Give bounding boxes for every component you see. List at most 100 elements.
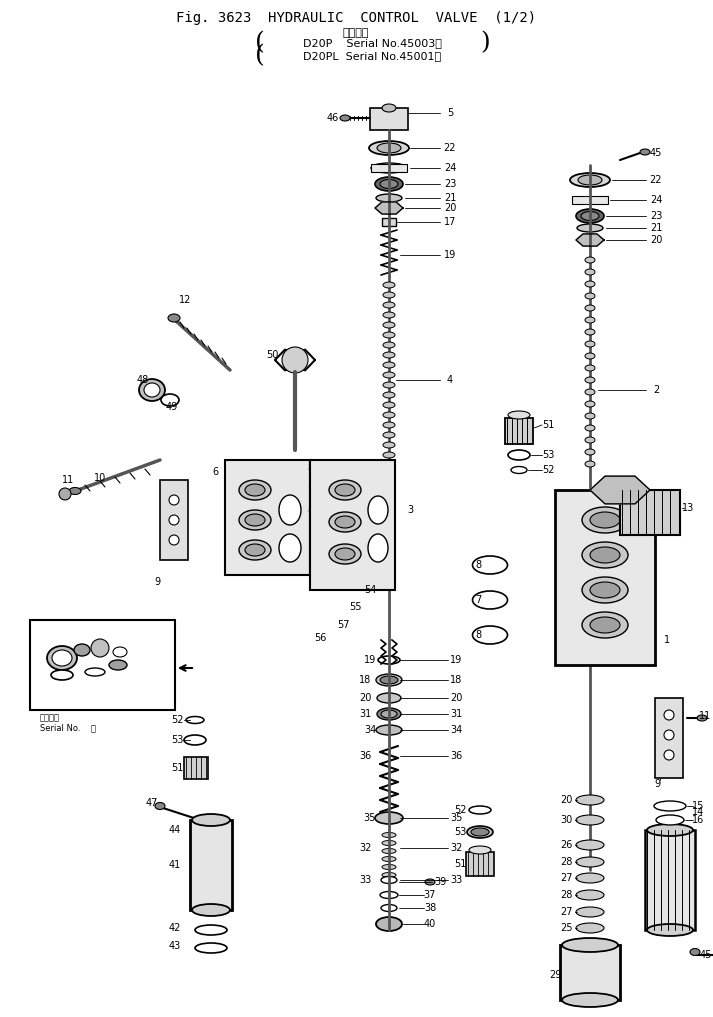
Ellipse shape: [471, 828, 489, 836]
Ellipse shape: [239, 540, 271, 560]
Text: 46: 46: [327, 113, 339, 123]
Ellipse shape: [382, 864, 396, 870]
Ellipse shape: [51, 670, 73, 680]
Text: 10: 10: [94, 473, 106, 483]
Ellipse shape: [245, 514, 265, 526]
Ellipse shape: [381, 877, 397, 884]
Circle shape: [664, 710, 674, 720]
Ellipse shape: [383, 362, 395, 368]
Text: 8: 8: [475, 560, 481, 570]
Ellipse shape: [377, 143, 401, 153]
Text: 55: 55: [349, 602, 361, 612]
Ellipse shape: [654, 801, 686, 811]
Text: 50: 50: [266, 350, 278, 360]
Text: 11: 11: [699, 711, 711, 721]
Ellipse shape: [383, 322, 395, 328]
Bar: [620, 490, 680, 535]
Ellipse shape: [380, 676, 398, 684]
Text: 13: 13: [682, 503, 694, 513]
Text: 31: 31: [450, 709, 462, 719]
Ellipse shape: [585, 413, 595, 419]
Ellipse shape: [581, 212, 599, 221]
Text: 26: 26: [560, 840, 573, 850]
Ellipse shape: [155, 802, 165, 810]
Ellipse shape: [376, 917, 402, 931]
Ellipse shape: [585, 388, 595, 395]
Text: 22: 22: [443, 143, 456, 153]
Bar: [190, 820, 232, 910]
Text: 3: 3: [407, 505, 413, 515]
Ellipse shape: [383, 452, 395, 458]
Bar: [572, 196, 608, 204]
Circle shape: [169, 515, 179, 525]
Ellipse shape: [576, 815, 604, 825]
Ellipse shape: [380, 892, 398, 898]
Text: 44: 44: [169, 825, 181, 835]
Bar: [655, 698, 683, 778]
Text: 20: 20: [450, 693, 462, 703]
Text: 12: 12: [179, 295, 191, 305]
Ellipse shape: [383, 312, 395, 318]
Bar: [225, 460, 310, 575]
Ellipse shape: [195, 943, 227, 953]
Text: ): ): [481, 32, 490, 55]
Ellipse shape: [425, 879, 435, 885]
Ellipse shape: [368, 496, 388, 524]
Ellipse shape: [369, 141, 409, 155]
Ellipse shape: [647, 824, 693, 836]
Text: 33: 33: [359, 875, 371, 885]
Ellipse shape: [383, 352, 395, 358]
Ellipse shape: [382, 840, 396, 845]
Bar: [160, 480, 188, 560]
Ellipse shape: [585, 305, 595, 311]
Text: 57: 57: [70, 680, 81, 690]
Ellipse shape: [383, 462, 395, 468]
Ellipse shape: [329, 512, 361, 532]
Ellipse shape: [109, 660, 127, 670]
Ellipse shape: [590, 582, 620, 598]
Text: 27: 27: [560, 873, 573, 883]
Text: D20PL  Serial No.45001～: D20PL Serial No.45001～: [303, 51, 441, 61]
Ellipse shape: [186, 717, 204, 723]
Polygon shape: [590, 476, 650, 503]
Text: 42: 42: [169, 923, 181, 933]
Ellipse shape: [376, 674, 402, 686]
Circle shape: [664, 730, 674, 740]
Text: 43: 43: [169, 941, 181, 951]
Text: 23: 23: [650, 211, 662, 221]
Ellipse shape: [335, 548, 355, 560]
Text: 51: 51: [171, 763, 183, 773]
Polygon shape: [576, 234, 604, 246]
Text: 18: 18: [359, 675, 371, 685]
Text: 38: 38: [424, 903, 436, 913]
Ellipse shape: [239, 480, 271, 500]
Ellipse shape: [381, 710, 397, 718]
Text: 7: 7: [475, 595, 481, 605]
Ellipse shape: [195, 925, 227, 935]
Bar: [30, 620, 175, 710]
Text: 8: 8: [307, 463, 313, 473]
Text: D20P    Serial No.45003～: D20P Serial No.45003～: [302, 38, 441, 48]
Text: 22: 22: [650, 175, 662, 185]
Circle shape: [664, 750, 674, 760]
Ellipse shape: [585, 401, 595, 407]
Text: 51: 51: [542, 420, 554, 430]
Ellipse shape: [383, 302, 395, 308]
Ellipse shape: [585, 461, 595, 467]
Ellipse shape: [376, 194, 402, 202]
Ellipse shape: [640, 149, 650, 155]
Ellipse shape: [576, 923, 604, 933]
Ellipse shape: [647, 924, 693, 936]
Ellipse shape: [47, 646, 77, 670]
Bar: [466, 852, 494, 876]
Text: 34: 34: [364, 725, 376, 735]
Text: 32: 32: [359, 843, 371, 853]
Ellipse shape: [576, 795, 604, 805]
Ellipse shape: [383, 422, 395, 428]
Text: 37: 37: [424, 890, 436, 900]
Text: 35: 35: [364, 813, 376, 823]
Ellipse shape: [576, 857, 604, 868]
Ellipse shape: [473, 626, 508, 644]
Text: 40: 40: [424, 919, 436, 929]
Ellipse shape: [383, 412, 395, 418]
